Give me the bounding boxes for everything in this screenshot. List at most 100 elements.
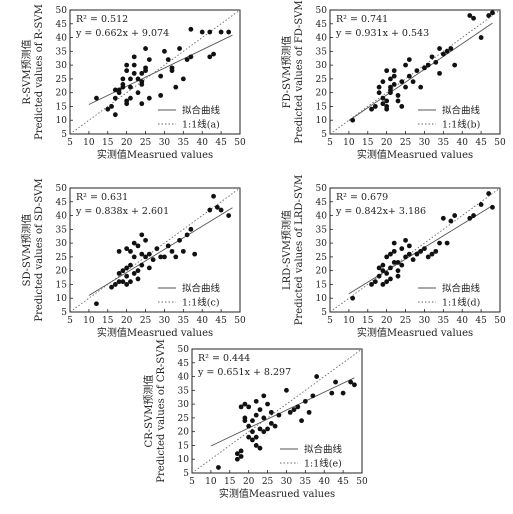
data-point (440, 215, 446, 221)
data-point (395, 98, 401, 104)
data-point (139, 262, 145, 268)
data-point (486, 191, 492, 196)
x-tick-label: 20 (243, 477, 255, 487)
x-tick-label: 40 (456, 316, 468, 326)
x-axis-label: 实测值Measrued values (357, 148, 473, 161)
data-point (257, 407, 263, 413)
y-tick-label: 40 (56, 212, 68, 222)
data-point (440, 51, 446, 57)
data-point (146, 57, 152, 62)
y-tick-label: 15 (56, 280, 68, 290)
data-point (414, 68, 420, 74)
data-point (253, 443, 259, 448)
y-tick-label: 10 (316, 294, 328, 304)
y-axis-label-en: Predicted values of R-SVM (34, 4, 45, 140)
data-point (135, 268, 141, 274)
y-axis-label: R-SVM预测值 (20, 39, 33, 104)
data-point (391, 82, 397, 87)
x-tick-label: 40 (196, 316, 208, 326)
regression-equation: y = 0.931x + 0.543 (335, 28, 429, 39)
y-tick-label: 40 (316, 34, 328, 44)
data-point (112, 95, 118, 101)
data-point (109, 284, 114, 290)
data-point (391, 240, 397, 246)
y-tick-label: 40 (56, 34, 68, 44)
data-point (143, 65, 148, 71)
y-tick-label: 20 (56, 89, 68, 99)
y-axis-label: FD-SVM预测值 (280, 36, 293, 109)
data-point (131, 254, 137, 260)
y-tick-label: 5 (183, 469, 189, 479)
x-tick-label: 10 (205, 477, 217, 487)
x-tick-label: 25 (262, 477, 274, 487)
data-point (272, 423, 278, 429)
y-axis-label-en: Predicted values of CR-SVM (156, 339, 167, 482)
data-point (158, 254, 164, 260)
data-point (94, 95, 99, 101)
one-to-one-line (329, 187, 501, 313)
x-tick-label: 35 (438, 138, 450, 148)
legend-fit-label: 拟合曲线 (182, 105, 221, 117)
x-tick-label: 35 (438, 316, 450, 326)
data-point (188, 26, 194, 32)
x-tick-label: 5 (327, 138, 333, 148)
data-point (218, 29, 224, 35)
plot-frame (329, 9, 501, 135)
x-tick-label: 20 (121, 138, 133, 148)
data-point (124, 282, 130, 287)
data-point (234, 451, 240, 457)
y-tick-label: 25 (316, 253, 328, 263)
data-point (429, 54, 435, 60)
data-point (257, 426, 263, 432)
chart-panel-1: 55 10 10 15 15 20 20 25 25 30 30 35 35 40 40 45 45 50 50 实测… (20, 4, 246, 161)
data-point (131, 271, 137, 276)
x-tick-label: 25 (400, 316, 412, 326)
data-point (139, 251, 145, 257)
y-tick-label: 20 (316, 267, 328, 277)
data-point (139, 101, 145, 107)
data-point (406, 73, 412, 79)
data-point (448, 46, 454, 51)
data-point (380, 282, 386, 287)
y-tick-label: 50 (316, 6, 328, 16)
y-tick-label: 25 (56, 75, 68, 85)
fit-line (88, 207, 233, 296)
data-point (128, 262, 133, 268)
data-point (146, 251, 152, 257)
data-point (388, 276, 393, 282)
data-point (207, 54, 213, 60)
data-point (139, 82, 145, 87)
data-point (399, 246, 405, 252)
data-point (380, 95, 386, 101)
data-point (437, 46, 442, 51)
y-tick-label: 25 (178, 414, 190, 424)
data-point (131, 240, 137, 246)
legend-fit-label: 拟合曲线 (182, 283, 221, 295)
data-point (180, 76, 186, 82)
data-point (410, 79, 416, 85)
data-point (287, 409, 293, 415)
data-point (165, 57, 171, 62)
data-point (391, 68, 397, 74)
x-axis-label: 实测值Measrued values (97, 148, 213, 161)
data-point (388, 87, 393, 93)
data-point (238, 454, 244, 459)
data-point (124, 265, 130, 271)
data-point (180, 248, 186, 254)
data-point (253, 412, 259, 418)
data-point (372, 279, 378, 285)
data-point (131, 54, 137, 60)
data-point (261, 429, 267, 435)
data-point (314, 374, 320, 379)
data-point (380, 79, 386, 85)
y-axis-label: SD-SVM预测值 (20, 214, 33, 287)
legend-one-to-one-label: 1:1线(a) (182, 119, 220, 131)
x-tick-label: 45 (215, 138, 227, 148)
data-point (418, 84, 424, 90)
chart-panel-5: 55 10 10 15 15 20 20 25 25 30 30 35 35 40 40 45 45 50 50 实测… (142, 339, 368, 500)
y-axis-label: CR-SVM预测值 (142, 375, 155, 448)
y-axis-label-en: Predicted values of FD-SVM (294, 0, 305, 143)
data-point (124, 68, 130, 74)
data-point (211, 51, 216, 57)
data-point (162, 254, 167, 260)
